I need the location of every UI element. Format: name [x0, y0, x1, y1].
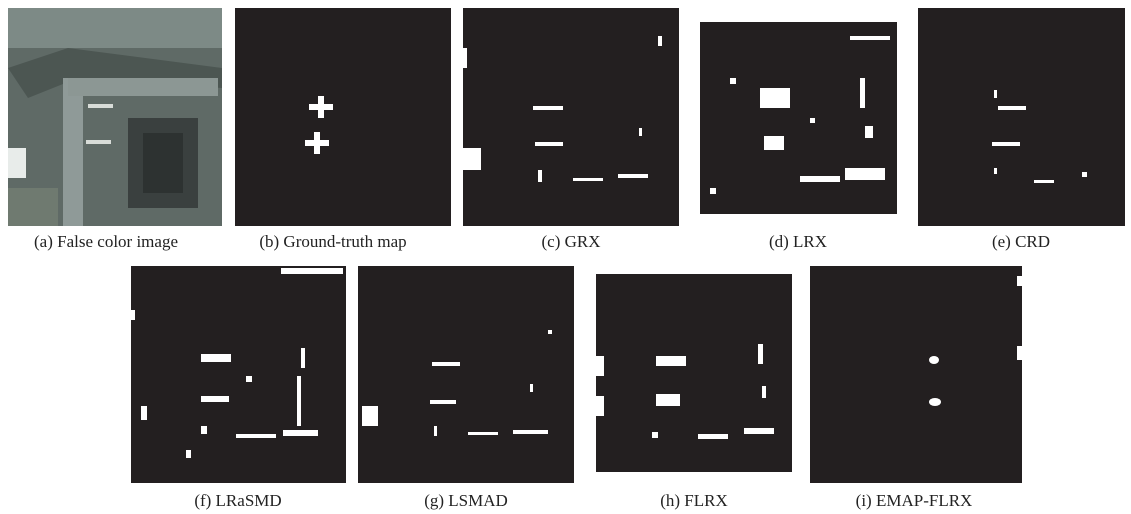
crd-map	[918, 8, 1125, 226]
lrx-map	[690, 8, 907, 226]
caption: (h) FLRX	[660, 491, 728, 510]
ground-truth-map	[235, 8, 451, 226]
caption: (b) Ground-truth map	[259, 232, 406, 251]
caption: (g) LSMAD	[424, 491, 508, 510]
caption: (f) LRaSMD	[194, 491, 281, 510]
caption: (d) LRX	[769, 232, 827, 251]
false-color-image	[8, 8, 222, 226]
caption: (e) CRD	[992, 232, 1050, 251]
grx-map	[463, 8, 679, 226]
figure: (a) False color image (b) Ground-truth m…	[0, 0, 1131, 514]
emap-flrx-map	[807, 266, 1022, 483]
caption: (a) False color image	[34, 232, 178, 251]
page: {"panels": [ {"caption": "(a) False colo…	[0, 0, 1131, 514]
caption: (c) GRX	[541, 232, 600, 251]
flrx-map	[586, 266, 802, 483]
lrasmd-map	[131, 266, 346, 483]
caption: (i) EMAP-FLRX	[856, 491, 973, 510]
lsmad-map	[358, 266, 574, 483]
